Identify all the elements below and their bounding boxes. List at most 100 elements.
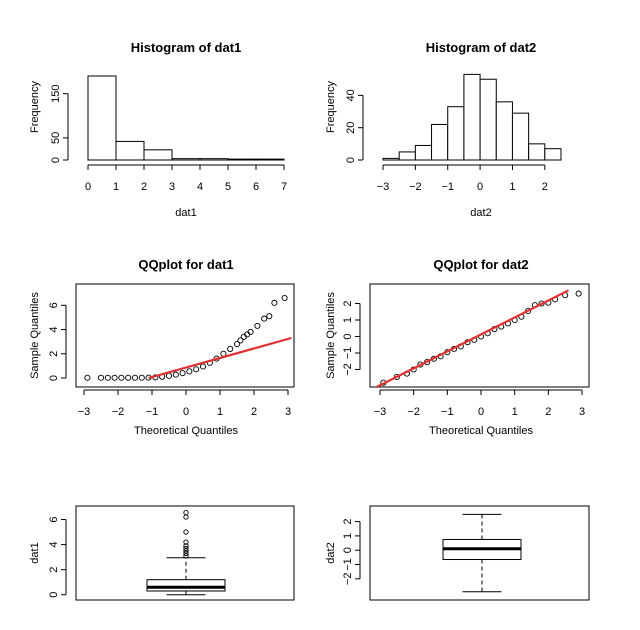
- y-tick-label: 2: [48, 351, 60, 357]
- qq-reference-line: [148, 336, 292, 380]
- x-tick-label: 1: [113, 181, 119, 193]
- y-tick-label: 150: [50, 85, 62, 103]
- qq-point: [575, 290, 582, 297]
- y-tick-label: 0: [342, 333, 354, 339]
- y-axis-label: Sample Quantiles: [29, 292, 41, 379]
- y-axis-label: Frequency: [325, 81, 337, 133]
- x-tick-label: 0: [478, 406, 484, 418]
- x-tick-label: −1: [146, 406, 159, 418]
- y-tick-label: −1: [342, 558, 354, 571]
- qq-point: [179, 370, 186, 377]
- y-tick-label: −1: [342, 347, 354, 360]
- y-tick-label: 0: [50, 157, 62, 163]
- y-tick-label: 2: [342, 300, 354, 306]
- qq-point: [233, 341, 241, 348]
- qq-point: [281, 294, 288, 302]
- qq-point: [84, 374, 91, 381]
- histogram-bar: [382, 157, 400, 161]
- x-axis-label: dat1: [175, 207, 196, 219]
- x-tick-label: 0: [477, 181, 483, 193]
- y-tick-label: 20: [345, 122, 357, 134]
- y-tick-label: −2: [342, 363, 354, 376]
- boxplot-dat1-panel: dat1 0 2 4 6: [29, 505, 295, 601]
- histogram-bar: [199, 158, 229, 161]
- outlier-point: [183, 550, 189, 557]
- outlier-point: [183, 514, 189, 520]
- y-tick-label: −2: [342, 573, 354, 586]
- x-tick-label: 2: [545, 406, 551, 418]
- y-tick-label: 4: [48, 326, 60, 332]
- plot-box: [369, 505, 590, 601]
- x-tick-label: 4: [197, 181, 203, 193]
- qq-point: [271, 299, 278, 306]
- y-tick-label: 0: [345, 157, 357, 163]
- qq-point: [131, 374, 139, 381]
- y-tick-label: 0: [48, 592, 60, 598]
- plot-box: [369, 283, 590, 388]
- histogram-bar: [495, 101, 513, 161]
- x-axis-label: Theoretical Quantiles: [429, 425, 533, 437]
- qqplot-dat1-panel: QQplot for dat1 Theoretical Quantiles Samp…: [29, 257, 295, 437]
- histogram-bar: [544, 148, 562, 161]
- y-tick-label: 6: [48, 516, 60, 522]
- outlier-point: [183, 553, 189, 559]
- plot-box: [75, 283, 295, 388]
- histogram-dat1-panel: Histogram of dat1 dat1 Frequency 0 50 150 0 1 2 3…: [29, 40, 287, 219]
- x-tick-label: −2: [112, 406, 125, 418]
- x-tick-label: 6: [253, 181, 259, 193]
- x-tick-label: 2: [141, 181, 147, 193]
- y-tick-label: 50: [50, 132, 62, 144]
- y-tick-label: 6: [48, 302, 60, 308]
- x-tick-label: 2: [251, 406, 257, 418]
- y-axis-label: dat1: [29, 542, 41, 563]
- qq-point: [227, 345, 234, 352]
- qq-point: [247, 328, 254, 335]
- y-tick-label: 40: [345, 89, 357, 101]
- histogram-bar: [479, 78, 497, 161]
- x-tick-label: 5: [225, 181, 231, 193]
- outlier-point: [183, 545, 189, 552]
- histogram-bar: [511, 112, 530, 161]
- qq-point: [172, 371, 179, 378]
- y-tick-label: 4: [48, 542, 60, 548]
- y-tick-label: 1: [342, 317, 354, 323]
- x-tick-label: 3: [579, 406, 585, 418]
- qq-reference-line: [376, 289, 570, 388]
- chart-title: QQplot for dat2: [433, 257, 528, 272]
- qq-point: [104, 374, 111, 381]
- qq-point: [118, 374, 125, 381]
- histogram-bar: [431, 123, 449, 161]
- y-tick-label: 2: [48, 567, 60, 573]
- qq-point: [111, 374, 118, 381]
- x-tick-label: 2: [542, 181, 548, 193]
- x-tick-label: 1: [512, 406, 518, 418]
- qq-point: [138, 374, 145, 381]
- qq-point: [237, 337, 244, 344]
- y-tick-label: 2: [342, 519, 354, 525]
- outlier-point: [183, 529, 189, 535]
- x-tick-label: −2: [407, 406, 420, 418]
- x-axis-label: dat2: [470, 207, 491, 219]
- qq-point: [261, 315, 268, 322]
- x-tick-label: −2: [409, 181, 422, 193]
- x-tick-label: 0: [85, 181, 91, 193]
- chart-title: Histogram of dat2: [426, 40, 537, 55]
- chart-title: QQplot for dat1: [138, 257, 233, 272]
- x-tick-label: −3: [374, 406, 387, 418]
- x-tick-label: 7: [281, 181, 287, 193]
- outlier-point: [183, 539, 189, 545]
- chart-title: Histogram of dat1: [131, 40, 242, 55]
- y-tick-label: 0: [48, 375, 60, 381]
- qq-point: [165, 372, 173, 379]
- y-axis-label: dat2: [325, 542, 337, 563]
- histogram-bar: [143, 149, 173, 161]
- qq-point: [266, 313, 273, 320]
- y-tick-label: 0: [342, 547, 354, 553]
- y-tick-label: 1: [342, 533, 354, 539]
- histogram-bar: [528, 143, 546, 161]
- histogram-bar: [227, 158, 257, 161]
- x-tick-label: −3: [78, 406, 91, 418]
- histogram-bar: [171, 158, 201, 161]
- outlier-point: [183, 509, 189, 516]
